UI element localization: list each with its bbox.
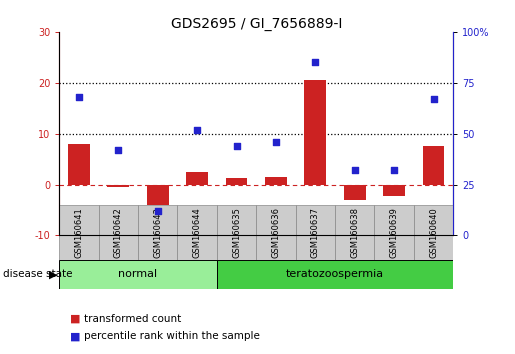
Bar <box>374 205 414 260</box>
Text: transformed count: transformed count <box>84 314 181 324</box>
Text: ■: ■ <box>70 331 80 341</box>
Bar <box>59 260 217 289</box>
Bar <box>423 146 444 184</box>
Text: percentile rank within the sample: percentile rank within the sample <box>84 331 260 341</box>
Text: GSM160642: GSM160642 <box>114 207 123 258</box>
Point <box>311 59 319 65</box>
Text: GSM160638: GSM160638 <box>350 207 359 258</box>
Text: GSM160637: GSM160637 <box>311 207 320 258</box>
Point <box>430 96 438 102</box>
Bar <box>108 184 129 187</box>
Bar <box>177 205 217 260</box>
Point <box>272 139 280 144</box>
Point <box>232 143 241 149</box>
Bar <box>99 205 138 260</box>
Bar <box>226 178 247 184</box>
Bar <box>335 205 374 260</box>
Bar <box>414 205 453 260</box>
Text: ■: ■ <box>70 314 80 324</box>
Text: ▶: ▶ <box>49 269 57 279</box>
Bar <box>217 260 453 289</box>
Bar <box>217 205 256 260</box>
Text: teratozoospermia: teratozoospermia <box>286 269 384 279</box>
Bar <box>147 184 168 210</box>
Bar <box>265 177 287 184</box>
Text: GSM160639: GSM160639 <box>390 207 399 258</box>
Point <box>193 127 201 132</box>
Bar <box>138 205 177 260</box>
Title: GDS2695 / GI_7656889-I: GDS2695 / GI_7656889-I <box>170 17 342 31</box>
Bar <box>256 205 296 260</box>
Point <box>114 147 123 153</box>
Text: GSM160641: GSM160641 <box>75 207 83 258</box>
Point <box>153 208 162 214</box>
Bar <box>68 144 90 184</box>
Bar <box>296 205 335 260</box>
Bar <box>304 80 326 184</box>
Text: GSM160643: GSM160643 <box>153 207 162 258</box>
Bar <box>344 184 366 200</box>
Text: GSM160644: GSM160644 <box>193 207 201 258</box>
Bar <box>59 205 99 260</box>
Bar <box>383 184 405 196</box>
Point <box>351 167 359 173</box>
Text: GSM160636: GSM160636 <box>271 207 280 258</box>
Point <box>75 94 83 100</box>
Text: disease state: disease state <box>3 269 72 279</box>
Bar <box>186 172 208 184</box>
Point <box>390 167 398 173</box>
Text: GSM160640: GSM160640 <box>429 207 438 258</box>
Text: normal: normal <box>118 269 158 279</box>
Text: GSM160635: GSM160635 <box>232 207 241 258</box>
